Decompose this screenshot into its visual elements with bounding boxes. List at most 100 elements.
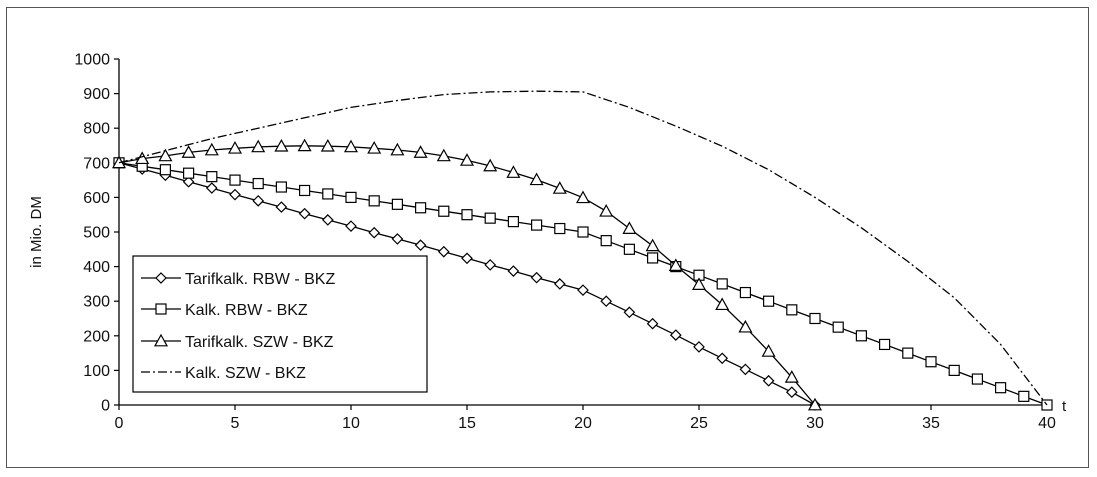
data-point <box>809 312 821 325</box>
x-tick-label: 25 <box>690 415 708 432</box>
y-tick-label: 300 <box>83 294 110 311</box>
x-tick-label: 30 <box>806 415 824 432</box>
data-point <box>390 142 405 156</box>
y-axis-title: in Mio. DM <box>28 196 45 268</box>
data-point <box>645 238 660 252</box>
legend-label: Kalk. RBW - BKZ <box>185 302 308 319</box>
data-point <box>229 188 241 201</box>
legend-entry: Kalk. RBW - BKZ <box>141 302 308 319</box>
data-point <box>739 363 752 376</box>
data-point <box>181 145 196 158</box>
x-tick-label: 40 <box>1038 415 1056 432</box>
data-point <box>784 370 799 383</box>
data-point <box>297 138 312 152</box>
legend: Tarifkalk. RBW - BKZ Kalk. RBW - BKZ Tarif… <box>132 255 428 393</box>
data-point <box>158 148 173 162</box>
series-2 <box>111 138 823 411</box>
data-point <box>274 138 289 152</box>
series-line <box>118 90 1048 406</box>
data-point <box>786 304 798 316</box>
data-point <box>227 141 243 154</box>
series-3 <box>118 90 1048 406</box>
legend-box <box>132 255 428 393</box>
data-point <box>691 277 707 290</box>
x-tick-label: 35 <box>922 415 940 432</box>
data-point <box>507 265 520 277</box>
line-chart: 0 100 200 300 400 500 600 700 800 900 1000 0 5 10 15 20… <box>28 52 1067 433</box>
chart-frame: 0 100 200 300 400 500 600 700 800 900 1000 0 5 10 15 20… <box>6 7 1089 468</box>
data-point <box>623 306 636 319</box>
data-point <box>507 216 519 228</box>
data-point <box>322 188 334 200</box>
data-point <box>413 145 428 158</box>
data-point <box>252 195 265 207</box>
legend-marker <box>155 303 167 315</box>
data-point <box>506 165 521 178</box>
data-point <box>646 252 659 264</box>
data-point <box>275 181 287 193</box>
data-point <box>577 284 589 296</box>
x-tick-label: 10 <box>342 415 360 432</box>
data-point <box>206 171 218 183</box>
data-point <box>391 233 404 245</box>
y-tick-label: 900 <box>83 86 110 103</box>
data-point <box>438 205 450 217</box>
data-point <box>623 243 636 255</box>
data-point <box>715 297 730 311</box>
y-tick-label: 400 <box>83 259 110 276</box>
data-point <box>832 321 844 333</box>
data-point <box>275 201 288 213</box>
data-point <box>484 259 497 271</box>
data-point <box>182 175 195 188</box>
data-point <box>251 139 266 153</box>
data-point <box>948 364 960 376</box>
y-tick-label: 100 <box>83 363 110 380</box>
data-point <box>252 177 264 190</box>
x-tick-label: 15 <box>458 415 476 432</box>
legend-entry: Kalk. SZW - BKZ <box>141 365 306 382</box>
data-point <box>971 373 984 385</box>
data-point <box>575 190 591 204</box>
data-point <box>716 278 728 290</box>
data-point <box>368 195 380 207</box>
legend-marker <box>155 272 167 284</box>
legend-label: Tarifkalk. SZW - BKZ <box>185 334 334 351</box>
legend-entry: Tarifkalk. SZW - BKZ <box>141 333 334 351</box>
axes: 0 100 200 300 400 500 600 700 800 900 1000 0 5 10 15 20… <box>28 52 1067 433</box>
y-tick-label: 800 <box>83 121 110 138</box>
data-point <box>530 271 543 284</box>
x-axis-title: t <box>1062 398 1067 415</box>
data-point <box>483 158 498 172</box>
data-point <box>414 239 427 251</box>
data-point <box>159 164 171 176</box>
data-point <box>298 207 311 220</box>
data-point <box>368 226 381 239</box>
data-point <box>762 295 775 307</box>
data-point <box>668 258 683 271</box>
data-point <box>321 214 334 226</box>
data-point <box>600 295 613 308</box>
legend-marker <box>153 333 169 347</box>
data-point <box>807 397 823 411</box>
data-point <box>902 347 914 359</box>
legend-label: Tarifkalk. RBW - BKZ <box>185 271 335 288</box>
data-point <box>530 219 543 231</box>
data-point <box>229 174 241 186</box>
data-point <box>599 204 614 217</box>
data-point <box>669 329 682 341</box>
legend-label: Kalk. SZW - BKZ <box>185 365 306 382</box>
data-point <box>693 341 705 353</box>
data-point <box>299 184 311 197</box>
data-point <box>1018 390 1030 402</box>
data-point <box>600 235 612 247</box>
data-point <box>878 338 891 351</box>
x-tick-label: 5 <box>231 415 240 432</box>
data-point <box>459 153 475 166</box>
data-point <box>205 182 218 194</box>
data-point <box>577 226 589 238</box>
data-point <box>716 352 729 365</box>
data-point <box>436 148 451 162</box>
data-point <box>484 212 496 224</box>
data-point <box>183 167 195 179</box>
data-point <box>738 319 753 333</box>
